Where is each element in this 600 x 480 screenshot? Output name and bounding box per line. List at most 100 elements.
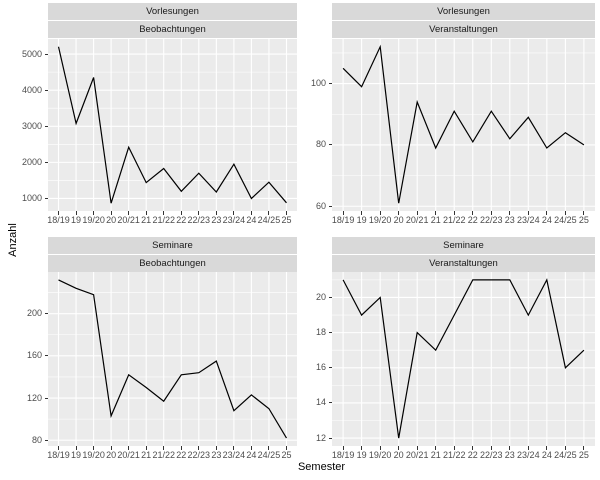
x-tick-mark <box>163 211 165 215</box>
facet-strip-label: Beobachtungen <box>139 258 206 269</box>
x-tick-label: 20/21 <box>117 215 140 225</box>
x-tick-mark <box>233 211 235 215</box>
facet-strip-measure: Beobachtungen <box>48 21 297 38</box>
x-tick-mark <box>453 446 455 450</box>
x-tick-label: 21 <box>430 450 441 460</box>
x-tick-label: 19/20 <box>368 215 392 225</box>
x-tick-mark <box>416 211 418 215</box>
y-tick-mark <box>44 53 48 55</box>
y-tick-label: 3000 <box>21 120 42 131</box>
x-tick-mark <box>379 211 381 215</box>
x-tick-label: 24 <box>246 450 257 460</box>
x-tick-mark <box>128 446 130 450</box>
x-tick-mark <box>145 446 147 450</box>
x-tick-mark <box>509 211 511 215</box>
x-tick-mark <box>268 446 270 450</box>
y-tick-label: 5000 <box>21 48 42 59</box>
x-tick-label: 18/19 <box>331 215 355 225</box>
x-tick-label: 18/19 <box>331 450 355 460</box>
plot-panel <box>332 272 595 446</box>
x-tick-mark <box>215 446 217 450</box>
x-tick-mark <box>546 446 548 450</box>
x-tick-label: 23/24 <box>222 450 246 460</box>
x-tick-label: 20/21 <box>117 450 140 460</box>
y-tick-mark <box>328 83 332 85</box>
y-tick-mark <box>44 439 48 441</box>
y-tick-label: 2000 <box>21 156 42 167</box>
x-tick-label: 25 <box>578 215 589 225</box>
y-tick-mark <box>44 89 48 91</box>
facet-strip-measure: Beobachtungen <box>48 255 297 272</box>
panel-canvas <box>332 39 595 211</box>
x-tick-label: 23/24 <box>517 450 540 460</box>
x-tick-label: 19 <box>356 450 367 460</box>
x-tick-mark <box>75 446 77 450</box>
x-tick-mark <box>527 211 529 215</box>
x-tick-label: 24/25 <box>257 215 281 225</box>
y-tick-mark <box>328 296 332 298</box>
x-tick-mark <box>398 446 400 450</box>
panel-canvas <box>332 272 595 446</box>
x-tick-label: 21/22 <box>152 215 175 225</box>
x-tick-mark <box>416 446 418 450</box>
facet-strip-label: Beobachtungen <box>139 24 206 35</box>
y-tick-mark <box>328 205 332 207</box>
y-tick-label: 160 <box>26 350 42 361</box>
x-tick-label: 20/21 <box>405 215 429 225</box>
x-tick-mark <box>435 211 437 215</box>
panel-canvas <box>48 39 297 211</box>
x-tick-label: 22 <box>176 450 187 460</box>
x-tick-label: 22/23 <box>187 450 211 460</box>
x-tick-label: 24 <box>246 215 257 225</box>
y-tick-label: 120 <box>26 392 42 403</box>
x-tick-label: 18/19 <box>47 450 70 460</box>
x-tick-label: 22 <box>467 215 478 225</box>
x-tick-label: 19/20 <box>82 215 105 225</box>
facet-strip-label: Vorlesungen <box>146 6 199 17</box>
plot-panel <box>48 272 297 446</box>
y-tick-mark <box>328 332 332 334</box>
x-tick-label: 24/25 <box>554 215 577 225</box>
y-tick-mark <box>44 313 48 315</box>
x-tick-label: 22/23 <box>480 215 503 225</box>
y-tick-mark <box>44 355 48 357</box>
x-tick-mark <box>180 211 182 215</box>
x-tick-mark <box>472 446 474 450</box>
x-tick-label: 22/23 <box>187 215 211 225</box>
x-tick-mark <box>527 446 529 450</box>
x-tick-label: 22/23 <box>480 450 503 460</box>
x-tick-mark <box>583 446 585 450</box>
x-tick-mark <box>509 446 511 450</box>
facet-strip-category: Seminare <box>48 237 297 254</box>
y-tick-mark <box>44 161 48 163</box>
line-series <box>342 278 585 439</box>
y-tick-label: 1000 <box>21 192 42 203</box>
x-tick-mark <box>379 446 381 450</box>
y-tick-label: 80 <box>31 434 42 445</box>
x-tick-mark <box>128 211 130 215</box>
x-tick-mark <box>342 446 344 450</box>
plot-panel <box>48 39 297 211</box>
x-tick-label: 20 <box>106 450 117 460</box>
x-tick-mark <box>398 211 400 215</box>
x-tick-label: 19/20 <box>368 450 392 460</box>
line-series <box>58 279 288 439</box>
x-tick-label: 25 <box>281 450 292 460</box>
x-tick-mark <box>546 211 548 215</box>
x-tick-mark <box>180 446 182 450</box>
x-tick-mark <box>110 446 112 450</box>
y-tick-mark <box>328 144 332 146</box>
x-tick-mark <box>490 211 492 215</box>
facet-strip-label: Vorlesungen <box>437 6 490 17</box>
x-tick-label: 21 <box>430 215 441 225</box>
x-tick-label: 22 <box>176 215 187 225</box>
x-tick-mark <box>285 446 287 450</box>
y-tick-label: 60 <box>315 200 326 211</box>
x-tick-mark <box>361 211 363 215</box>
facet-strip-measure: Veranstaltungen <box>332 255 595 272</box>
x-tick-label: 20 <box>106 215 117 225</box>
y-tick-label: 200 <box>26 308 42 319</box>
x-tick-label: 18/19 <box>47 215 70 225</box>
x-tick-label: 23 <box>211 450 222 460</box>
